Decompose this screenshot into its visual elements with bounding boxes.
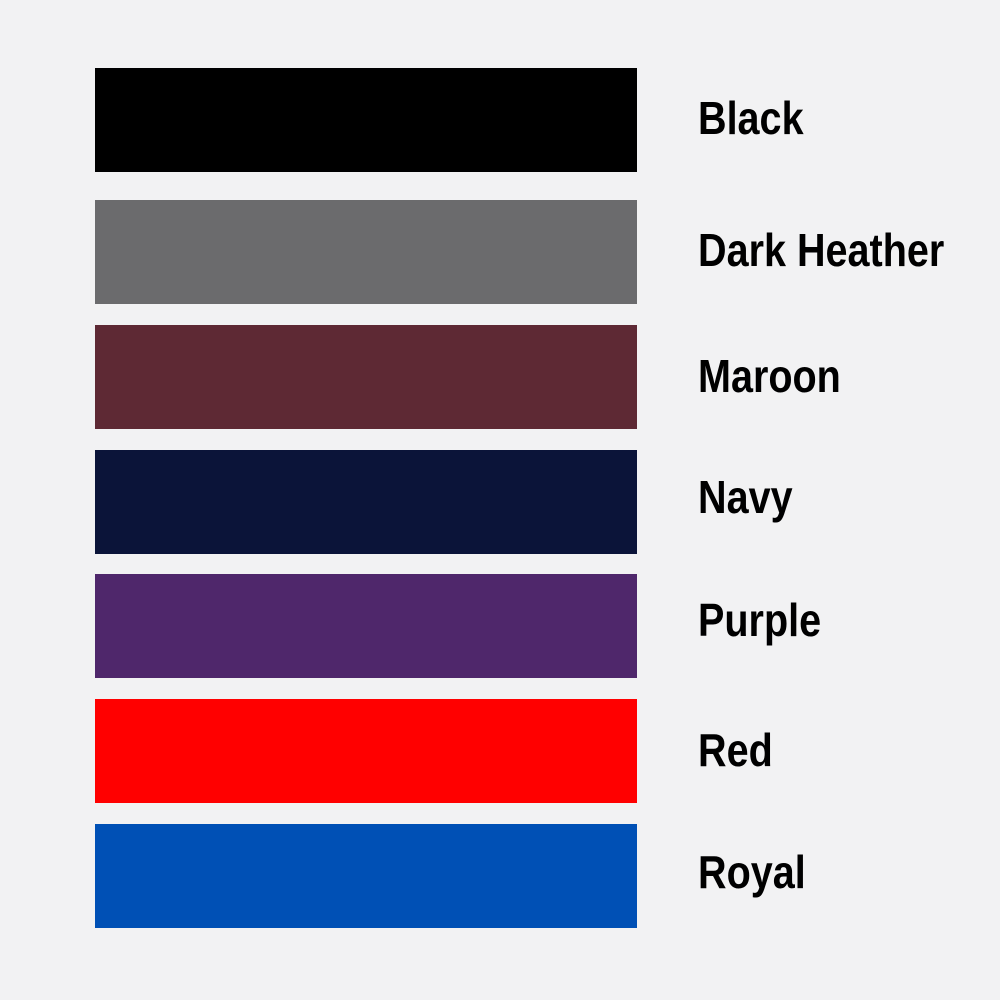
swatch-label-black: Black [698, 92, 804, 144]
swatch-dark-heather [95, 200, 637, 304]
swatch-label-purple: Purple [698, 594, 822, 646]
swatch-navy [95, 450, 637, 554]
swatch-purple [95, 574, 637, 678]
swatch-label-maroon: Maroon [698, 350, 841, 402]
swatch-maroon [95, 325, 637, 429]
swatch-royal [95, 824, 637, 928]
swatch-label-royal: Royal [698, 846, 806, 898]
swatch-black [95, 68, 637, 172]
swatch-label-dark-heather: Dark Heather [698, 224, 945, 276]
swatch-label-navy: Navy [698, 471, 793, 523]
swatch-red [95, 699, 637, 803]
swatch-label-red: Red [698, 724, 773, 776]
